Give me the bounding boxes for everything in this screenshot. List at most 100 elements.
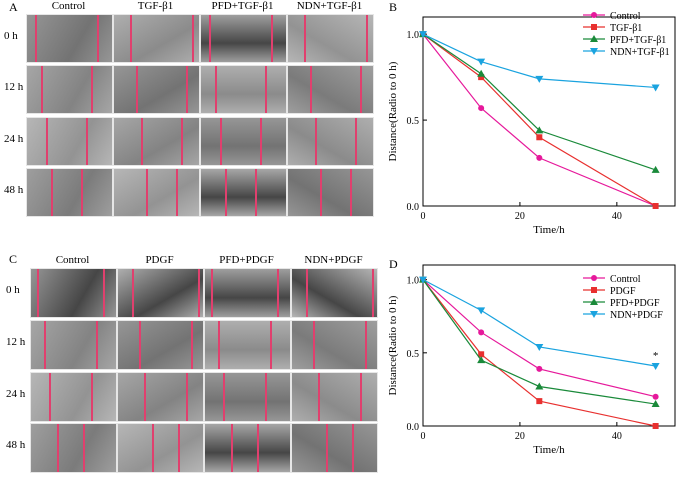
micrograph-cell bbox=[200, 14, 287, 63]
wound-edge-line bbox=[49, 373, 51, 421]
y-axis-label: Distance(Radio to 0 h) bbox=[387, 295, 399, 395]
wound-edge-line bbox=[86, 118, 88, 165]
micrograph-cell bbox=[117, 268, 204, 318]
wound-edge-line bbox=[91, 66, 93, 113]
data-point bbox=[652, 203, 659, 209]
wound-edge-line bbox=[44, 321, 46, 369]
micrograph-cell bbox=[113, 117, 200, 166]
wound-edge-line bbox=[198, 269, 200, 317]
data-point bbox=[535, 75, 544, 83]
data-point bbox=[477, 307, 486, 315]
data-point bbox=[590, 298, 598, 305]
panel-letter-c: C bbox=[9, 252, 18, 266]
y-tick-label: 1.0 bbox=[407, 276, 420, 287]
x-axis-label: Time/h bbox=[533, 444, 565, 456]
wound-edge-line bbox=[257, 424, 259, 472]
legend-label: PDGF bbox=[610, 286, 636, 297]
data-point bbox=[535, 382, 544, 390]
micrograph-cell bbox=[113, 168, 200, 217]
wound-edge-line bbox=[176, 169, 178, 216]
data-point bbox=[478, 74, 485, 81]
wound-edge-line bbox=[360, 373, 362, 421]
data-point bbox=[536, 398, 543, 405]
series-line bbox=[422, 279, 656, 427]
legend-label: PFD+TGF-β1 bbox=[610, 35, 666, 46]
wound-edge-line bbox=[41, 66, 43, 113]
legend-label: Control bbox=[610, 274, 641, 285]
legend-label: NDN+TGF-β1 bbox=[610, 47, 670, 58]
x-tick-label: 0 bbox=[421, 431, 426, 442]
column-label: PDGF bbox=[145, 254, 174, 266]
x-tick-label: 0 bbox=[421, 211, 426, 222]
y-tick-label: 0.0 bbox=[407, 422, 420, 433]
column-label: TGF-β1 bbox=[137, 0, 174, 12]
data-point bbox=[651, 362, 660, 370]
data-point bbox=[591, 24, 597, 30]
wound-edge-line bbox=[315, 118, 317, 165]
wound-edge-line bbox=[350, 169, 352, 216]
wound-edge-line bbox=[81, 169, 83, 216]
column-label: Control bbox=[55, 254, 90, 266]
data-point bbox=[419, 276, 427, 284]
legend-label: NDN+PDGF bbox=[610, 310, 663, 321]
wound-edge-line bbox=[91, 373, 93, 421]
micrograph-cell bbox=[117, 372, 204, 422]
series-line bbox=[422, 33, 656, 171]
wound-edge-line bbox=[152, 424, 154, 472]
row-label: 0 h bbox=[4, 29, 18, 42]
wound-edge-line bbox=[96, 321, 98, 369]
wound-edge-line bbox=[186, 66, 188, 113]
micrograph-cell bbox=[26, 65, 113, 114]
data-point bbox=[477, 69, 486, 77]
wound-edge-line bbox=[218, 321, 220, 369]
wound-edge-line bbox=[181, 118, 183, 165]
legend-label: TGF-β1 bbox=[610, 23, 642, 34]
wound-edge-line bbox=[313, 321, 315, 369]
micrograph-cell bbox=[287, 14, 374, 63]
micrograph-cell bbox=[204, 372, 291, 422]
chart-d: D 0.0 0.5 1.0 0 20 40 Time/h Distance(Radio to 0… bbox=[387, 257, 676, 456]
data-point bbox=[535, 343, 544, 351]
data-point bbox=[535, 126, 544, 134]
micrograph-cell bbox=[30, 320, 117, 370]
micrograph-cell bbox=[200, 65, 287, 114]
row-label: 24 h bbox=[4, 132, 24, 145]
micrograph-cell bbox=[117, 423, 204, 473]
row-label: 0 h bbox=[6, 284, 20, 296]
wound-edge-line bbox=[260, 118, 262, 165]
micrograph-cell bbox=[113, 65, 200, 114]
series-line bbox=[422, 33, 656, 89]
micrograph-cell bbox=[113, 14, 200, 63]
wound-edge-line bbox=[178, 424, 180, 472]
data-point bbox=[590, 35, 598, 42]
wound-edge-line bbox=[304, 15, 306, 62]
plot-frame bbox=[422, 16, 676, 207]
micrograph-cell bbox=[204, 423, 291, 473]
wound-edge-line bbox=[355, 118, 357, 165]
wound-edge-line bbox=[46, 118, 48, 165]
plot-frame bbox=[422, 264, 676, 427]
series-line bbox=[422, 33, 656, 207]
data-point bbox=[536, 154, 543, 161]
data-point bbox=[591, 275, 597, 281]
data-point bbox=[536, 365, 543, 372]
micrograph-cell bbox=[117, 320, 204, 370]
wound-edge-line bbox=[186, 373, 188, 421]
wound-edge-line bbox=[225, 169, 227, 216]
data-point bbox=[652, 423, 659, 429]
data-point bbox=[591, 287, 597, 293]
data-point bbox=[477, 356, 486, 364]
wound-edge-line bbox=[320, 169, 322, 216]
significance-annotation: * bbox=[653, 350, 659, 362]
x-tick-label: 20 bbox=[515, 211, 525, 222]
wound-edge-line bbox=[318, 373, 320, 421]
micrograph-cell bbox=[200, 117, 287, 166]
series-3 bbox=[419, 276, 660, 370]
wound-edge-line bbox=[270, 321, 272, 369]
micrograph-cell bbox=[26, 168, 113, 217]
micrograph-cell bbox=[291, 372, 378, 422]
data-point bbox=[590, 311, 598, 318]
data-point bbox=[651, 400, 660, 408]
micrograph-cell bbox=[26, 14, 113, 63]
